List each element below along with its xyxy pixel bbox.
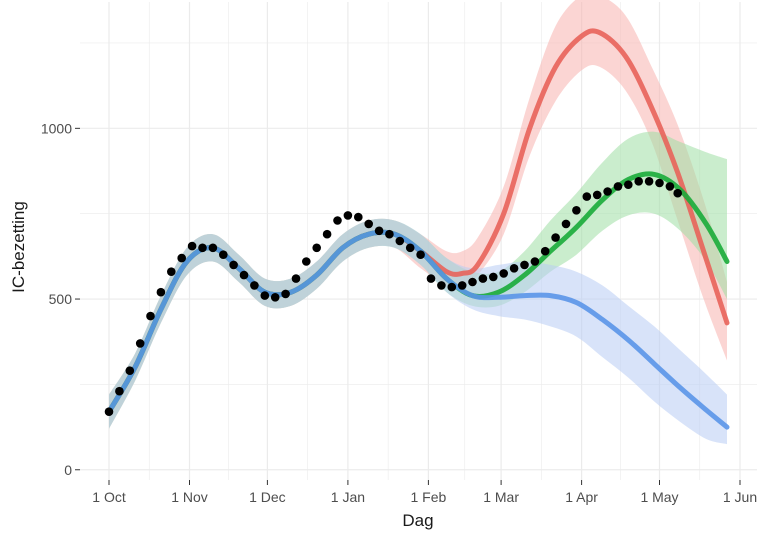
observed-point (592, 190, 602, 200)
observed-point (665, 182, 675, 191)
observed-point (468, 277, 477, 287)
observed-point (437, 281, 446, 290)
observed-point (520, 260, 529, 270)
observed-point (208, 243, 218, 253)
observed-point (634, 177, 643, 186)
x-tick-label: 1 May (640, 489, 678, 505)
x-tick-label: 1 Jun (723, 489, 757, 505)
y-tick-label: 1000 (41, 120, 72, 136)
x-tick-label: 1 Jan (331, 489, 365, 505)
observed-point (385, 229, 394, 239)
x-tick-label: 1 Dec (249, 489, 286, 505)
observed-point (187, 241, 197, 251)
x-tick-label: 1 Mar (483, 489, 519, 505)
y-axis-title: IC-bezetting (9, 201, 28, 293)
y-tick-label: 0 (64, 462, 72, 478)
observed-point (167, 267, 176, 277)
observed-point (582, 192, 592, 201)
observed-point (603, 187, 612, 196)
confidence-band-2 (109, 131, 727, 429)
observed-point (447, 282, 457, 292)
observed-point (177, 253, 186, 263)
observed-point (115, 386, 124, 396)
observed-point (333, 216, 342, 225)
observed-point (219, 250, 228, 259)
observed-point (478, 274, 488, 283)
observed-point (395, 236, 405, 246)
observed-point (322, 229, 332, 239)
observed-point (135, 339, 145, 348)
observed-point (104, 407, 114, 417)
confidence-bands (109, 0, 727, 445)
observed-point (540, 246, 550, 256)
y-axis: 0 500 1000 (41, 120, 80, 478)
x-axis-title: Dag (402, 511, 433, 530)
x-tick-label: 1 Oct (92, 489, 126, 505)
observed-point (146, 311, 155, 321)
observed-point (250, 281, 259, 290)
observed-point (302, 257, 311, 266)
observed-point (624, 180, 633, 189)
observed-points (104, 177, 682, 417)
observed-point (125, 366, 135, 376)
observed-point (270, 293, 280, 302)
y-tick-label: 500 (49, 291, 73, 307)
observed-point (374, 226, 384, 236)
x-axis: 1 Oct 1 Nov 1 Dec 1 Jan 1 Feb 1 Mar 1 Apr 1 May… (92, 480, 757, 505)
observed-point (198, 243, 207, 253)
observed-point (530, 257, 540, 266)
observed-point (613, 182, 623, 191)
observed-point (509, 264, 519, 273)
observed-point (426, 274, 436, 283)
x-tick-label: 1 Nov (171, 489, 208, 505)
observed-point (281, 289, 290, 299)
observed-point (291, 274, 301, 283)
observed-point (343, 211, 353, 220)
observed-point (572, 206, 581, 215)
observed-point (655, 178, 664, 188)
observed-point (156, 287, 166, 297)
observed-point (499, 269, 509, 278)
x-tick-label: 1 Feb (410, 489, 446, 505)
observed-point (644, 177, 654, 186)
observed-point (312, 243, 322, 253)
observed-point (354, 212, 363, 222)
observed-point (489, 272, 498, 282)
observed-point (673, 188, 682, 198)
observed-point (405, 243, 415, 253)
observed-point (416, 250, 425, 259)
observed-point (260, 291, 270, 300)
observed-point (457, 281, 467, 290)
confidence-band-3 (109, 218, 727, 445)
observed-point (561, 219, 571, 229)
plot-panel (80, 0, 757, 480)
observed-point (551, 233, 560, 242)
observed-point (239, 270, 249, 280)
observed-point (229, 260, 238, 270)
x-tick-label: 1 Apr (565, 489, 598, 505)
observed-point (364, 219, 374, 229)
